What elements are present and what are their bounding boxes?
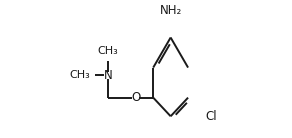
- Text: CH₃: CH₃: [98, 46, 119, 56]
- Text: Cl: Cl: [206, 110, 217, 123]
- Text: N: N: [104, 69, 112, 82]
- Text: O: O: [131, 91, 140, 104]
- Text: NH₂: NH₂: [159, 4, 182, 17]
- Text: CH₃: CH₃: [69, 70, 90, 80]
